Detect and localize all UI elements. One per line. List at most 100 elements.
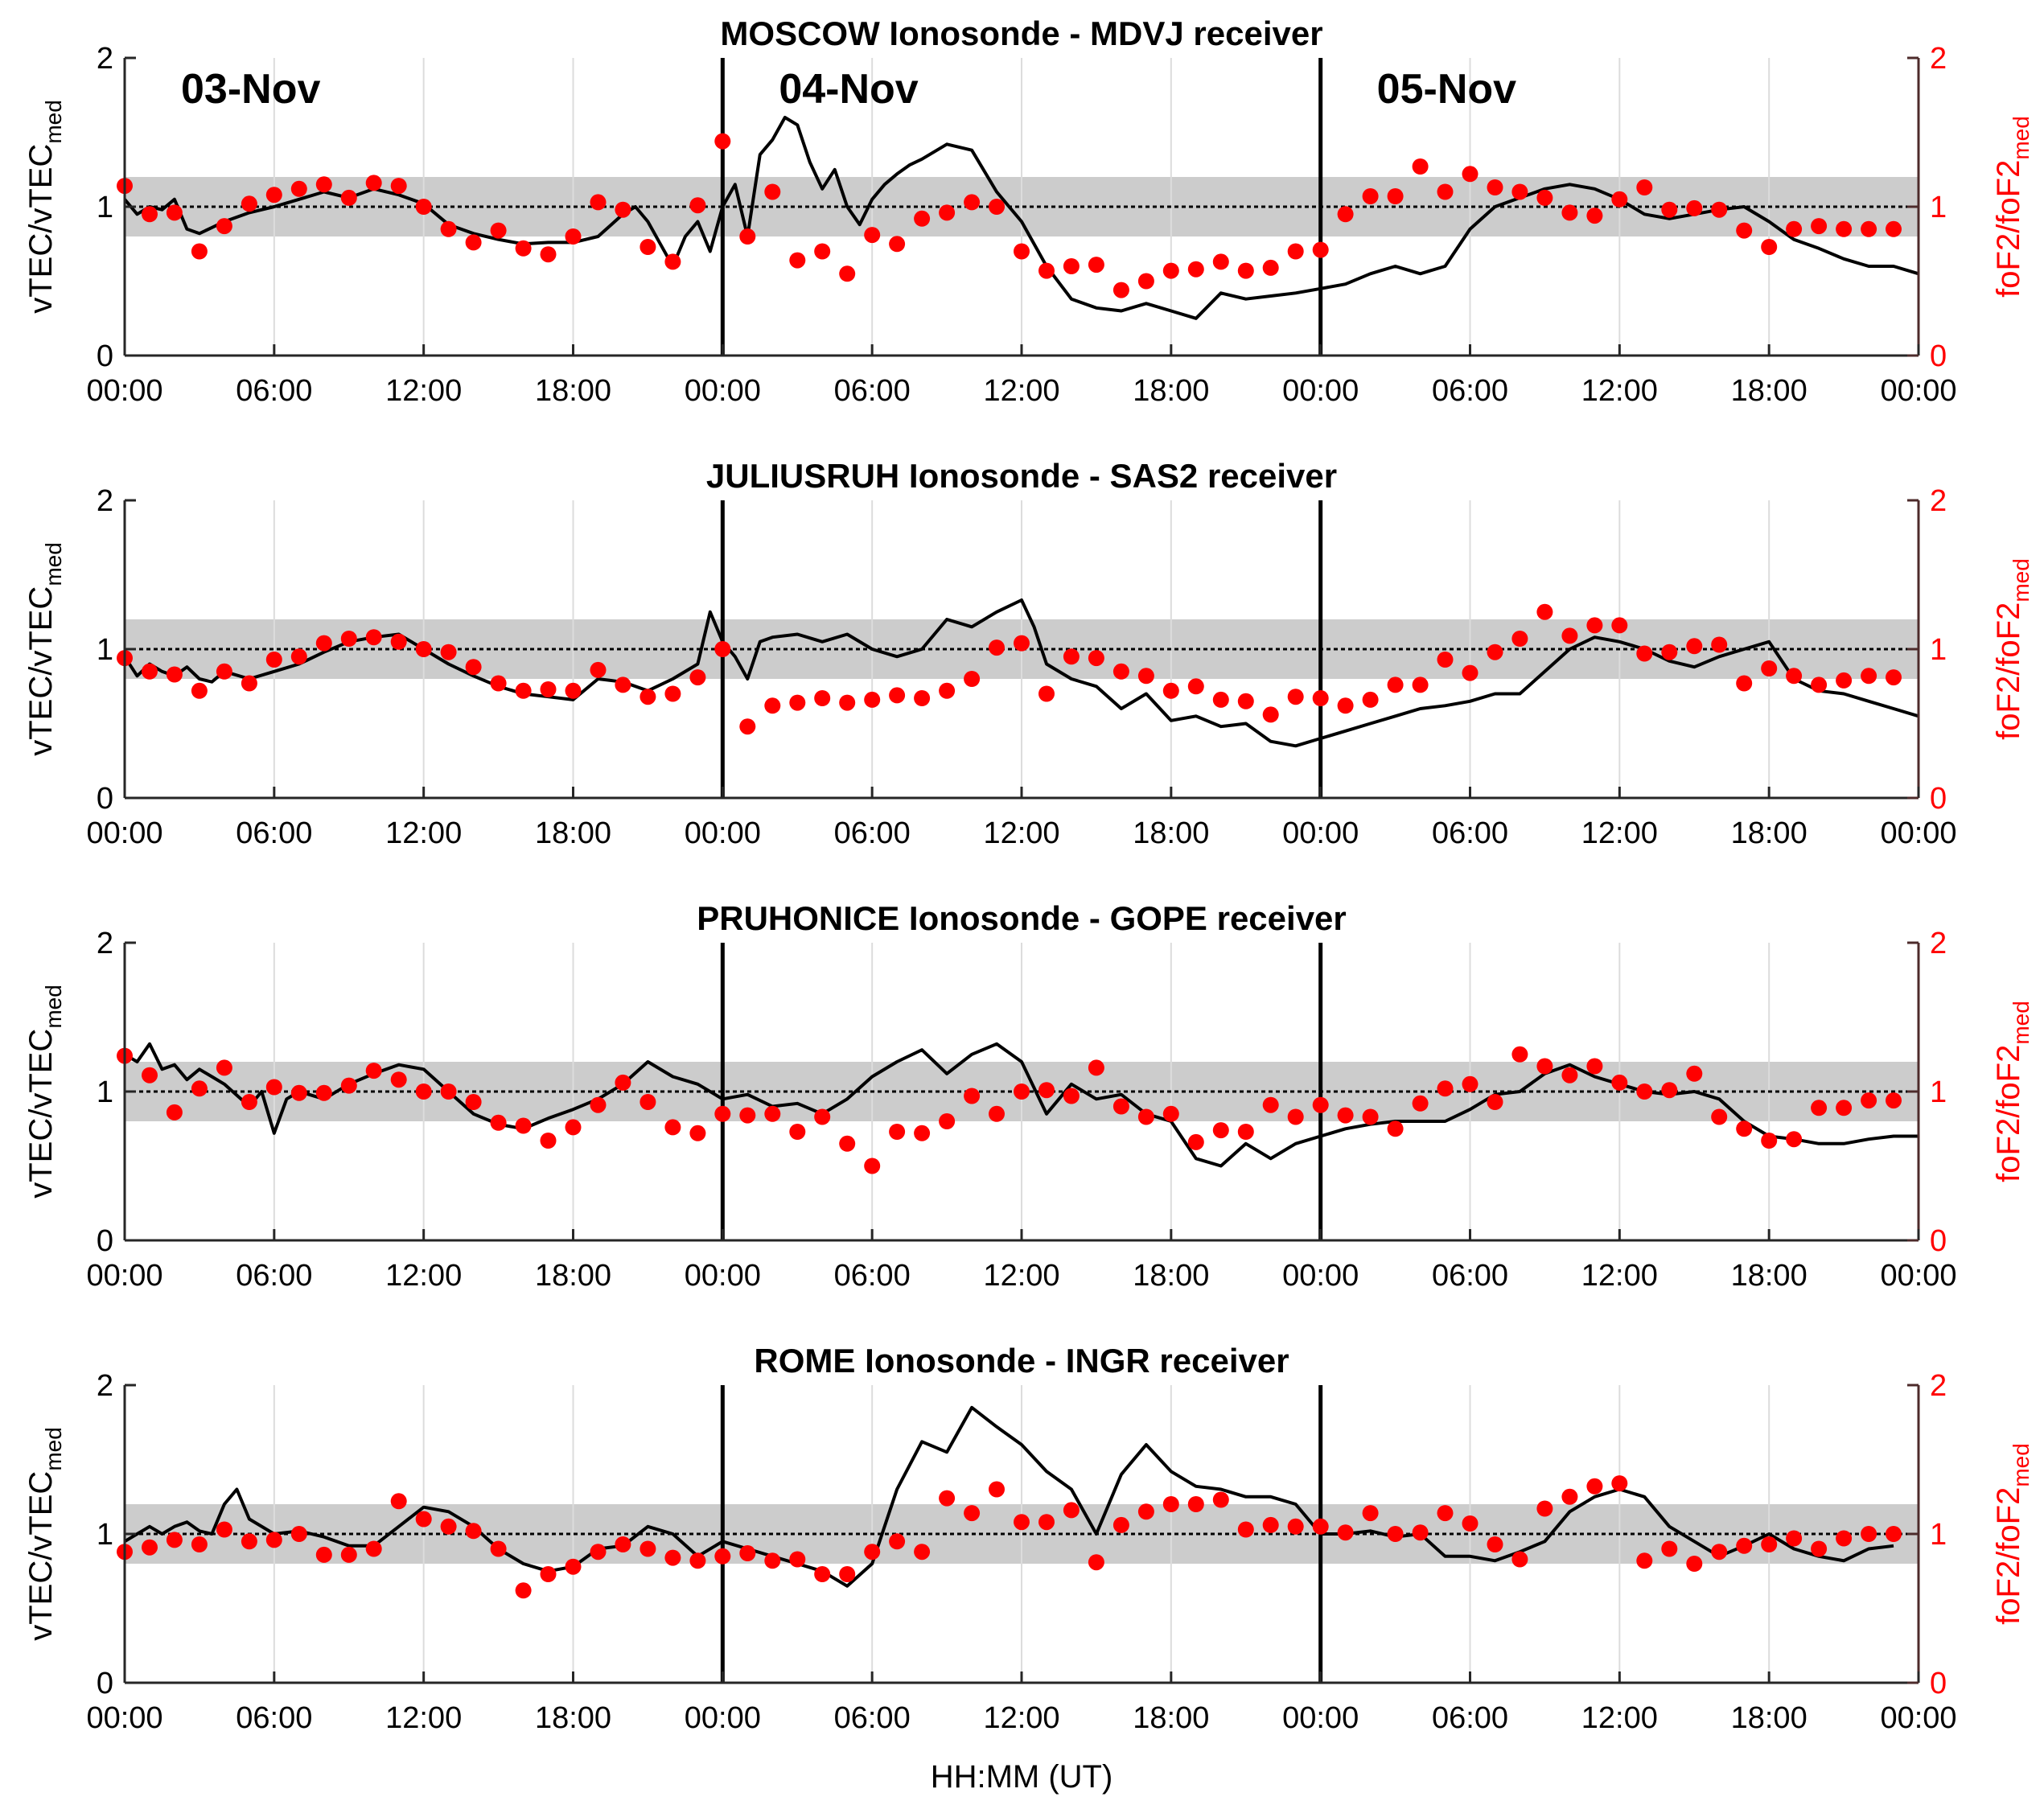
fof2-point [789, 1124, 806, 1140]
fof2-point [1861, 1526, 1877, 1542]
fof2-point [166, 1104, 183, 1120]
fof2-point [814, 243, 831, 260]
fof2-point [1063, 1088, 1080, 1104]
x-tick-label: 18:00 [1133, 816, 1209, 850]
fof2-point [615, 676, 631, 693]
fof2-point [1561, 1067, 1578, 1083]
fof2-point [1636, 179, 1653, 195]
fof2-point [1462, 166, 1479, 183]
fof2-point [739, 228, 756, 245]
fof2-point [1337, 1107, 1354, 1124]
fof2-point [1362, 1505, 1379, 1522]
fof2-point [1137, 668, 1154, 685]
fof2-point [1811, 676, 1828, 693]
fof2-point [939, 204, 956, 221]
fof2-point [1836, 1100, 1853, 1116]
right-y-axis-label: foF2/foF2med [1991, 1001, 2034, 1182]
fof2-point [1536, 1500, 1553, 1517]
fof2-point [814, 690, 831, 706]
fof2-point [1487, 179, 1503, 195]
fof2-point [365, 1540, 382, 1557]
fof2-point [1162, 1496, 1179, 1512]
fof2-point [1112, 282, 1129, 298]
fof2-point [714, 641, 731, 657]
fof2-point [1686, 638, 1703, 655]
x-tick-label: 12:00 [385, 1701, 462, 1735]
fof2-point [714, 1548, 731, 1565]
fof2-point [739, 1545, 756, 1561]
fof2-point [1861, 668, 1877, 685]
y-tick-label-right: 2 [1930, 42, 1947, 76]
fof2-point [1412, 1095, 1429, 1112]
fof2-point [540, 1133, 557, 1149]
fof2-point [415, 1511, 432, 1528]
x-tick-label: 00:00 [1282, 374, 1359, 408]
fof2-point [689, 197, 706, 214]
fof2-point [839, 694, 856, 711]
vtec-series-line [123, 598, 1919, 748]
fof2-point [290, 648, 307, 665]
fof2-point [1487, 1536, 1503, 1552]
fof2-point [1262, 1096, 1279, 1113]
y-tick-label-right: 0 [1930, 1667, 1947, 1700]
fof2-point [1736, 1120, 1753, 1137]
fof2-point [1212, 1491, 1229, 1508]
fof2-point [664, 253, 681, 270]
x-tick-label: 00:00 [86, 374, 162, 408]
fof2-point [565, 1558, 582, 1575]
day-label: 05-Nov [1377, 66, 1516, 113]
fof2-point [1162, 1105, 1179, 1122]
fof2-point [1536, 189, 1553, 206]
y-tick-label-right: 0 [1930, 782, 1947, 816]
fof2-point [1162, 262, 1179, 279]
vtec-series-line [123, 1405, 1894, 1588]
panel-3: 00:00 06:00 12:00 18:00 00:00 06:00 12:00 18:00… [23, 899, 2034, 1293]
fof2-point [1237, 693, 1254, 709]
y-tick-label-right: 0 [1930, 1224, 1947, 1258]
fof2-point [914, 690, 931, 706]
panel-title: JULIUSRUH Ionosonde - SAS2 receiver [706, 457, 1337, 495]
fof2-point [1287, 1518, 1304, 1535]
panel-4: 00:00 06:00 12:00 18:00 00:00 06:00 12:00 18:00… [23, 1342, 2034, 1735]
y-tick-label-left: 2 [97, 42, 113, 76]
x-tick-label: 18:00 [535, 1701, 611, 1735]
fof2-point [1686, 199, 1703, 216]
fof2-point [1811, 218, 1828, 235]
x-tick-label: 12:00 [1581, 374, 1658, 408]
fof2-point [1636, 1552, 1653, 1569]
fof2-point [1287, 689, 1304, 705]
x-tick-label: 12:00 [983, 374, 1059, 408]
y-tick-label-right: 2 [1930, 484, 1947, 518]
y-tick-label-right: 0 [1930, 339, 1947, 373]
fof2-point [390, 1071, 407, 1088]
fof2-point [789, 694, 806, 711]
fof2-point [241, 1533, 257, 1550]
panel-title: ROME Ionosonde - INGR receiver [754, 1342, 1289, 1380]
fof2-point [1287, 1108, 1304, 1125]
x-tick-label: 12:00 [385, 374, 462, 408]
left-y-axis-label: vTEC/vTECmed [23, 985, 66, 1199]
fof2-point [1014, 1083, 1030, 1100]
y-tick-label-left: 0 [97, 1667, 113, 1700]
fof2-point [1661, 1082, 1678, 1099]
fof2-point [689, 1552, 706, 1569]
y-tick-label-left: 0 [97, 782, 113, 816]
y-tick-label-right: 1 [1930, 633, 1947, 667]
fof2-point [390, 1493, 407, 1510]
fof2-point [1412, 676, 1429, 693]
fof2-point [889, 687, 906, 704]
fof2-point [1112, 1098, 1129, 1115]
fof2-point [1437, 1080, 1454, 1097]
fof2-point [864, 1544, 881, 1560]
fof2-point [365, 1063, 382, 1079]
fof2-point [490, 222, 507, 239]
fof2-point [515, 1582, 532, 1599]
fof2-point [640, 1094, 656, 1110]
x-tick-label: 18:00 [1731, 1701, 1808, 1735]
fof2-point [415, 641, 432, 657]
fof2-point [265, 652, 282, 668]
fof2-point [640, 1540, 656, 1557]
x-tick-label: 06:00 [1432, 374, 1508, 408]
fof2-point [1487, 1094, 1503, 1110]
